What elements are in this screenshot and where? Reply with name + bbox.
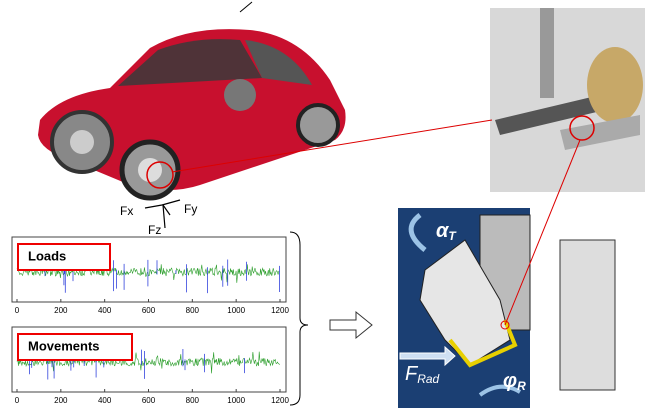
arrow — [330, 312, 372, 338]
force-z: Fz — [148, 223, 161, 237]
x-tick-label: 800 — [186, 306, 200, 315]
x-tick-label: 1200 — [271, 306, 289, 315]
force-y: Fy — [184, 202, 197, 216]
x-tick-label: 600 — [142, 306, 156, 315]
car-illustration — [12, 2, 357, 208]
x-tick-label: 600 — [142, 396, 156, 405]
page: αT FRad φR Fx Fy Fz Loads 0 200 400 600 800 10… — [0, 0, 647, 408]
plot-label: Movements — [28, 338, 100, 353]
x-tick-label: 1000 — [227, 396, 245, 405]
x-tick-label: 1200 — [271, 396, 289, 405]
cad-section: αT FRad φR — [398, 208, 643, 408]
x-tick-label: 400 — [98, 396, 112, 405]
x-tick-label: 400 — [98, 306, 112, 315]
x-tick-label: 800 — [186, 396, 200, 405]
plot-label: Loads — [28, 248, 66, 263]
suspension-photo — [490, 8, 645, 192]
force-x: Fx — [120, 204, 133, 218]
x-tick-label: 1000 — [227, 306, 245, 315]
x-tick-label: 0 — [15, 306, 20, 315]
x-tick-label: 200 — [54, 396, 68, 405]
brace — [290, 232, 308, 405]
x-tick-label: 200 — [54, 306, 68, 315]
figure: αT FRad φR Fx Fy Fz Loads 0 200 400 600 800 10… — [0, 0, 647, 408]
x-tick-label: 0 — [15, 396, 20, 405]
